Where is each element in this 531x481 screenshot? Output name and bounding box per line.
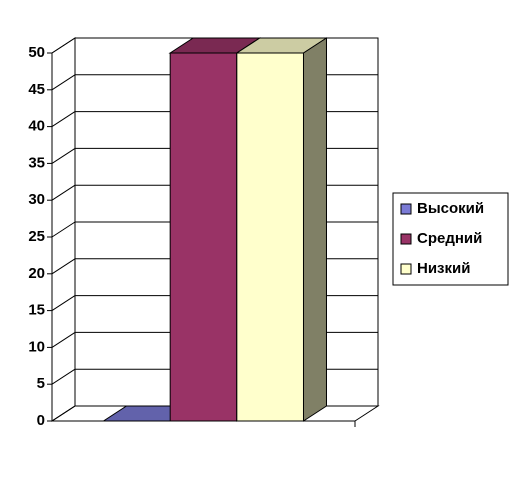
legend-label: Низкий xyxy=(417,260,470,277)
legend-label: Средний xyxy=(417,230,482,247)
y-tick-label: 25 xyxy=(28,228,45,245)
bar xyxy=(236,52,304,422)
y-tick-label: 40 xyxy=(28,118,45,135)
y-tick-label: 0 xyxy=(37,412,45,429)
grid-line xyxy=(51,147,76,164)
legend-swatch xyxy=(400,233,412,245)
grid-line xyxy=(51,258,76,275)
y-tick-label: 50 xyxy=(28,44,45,61)
legend-swatch xyxy=(400,263,412,275)
grid-line xyxy=(51,111,76,128)
y-tick-label: 5 xyxy=(37,375,45,392)
bar xyxy=(169,52,238,422)
grid-line xyxy=(51,331,76,348)
grid-line xyxy=(51,37,76,54)
grid-line xyxy=(51,184,76,201)
y-tick-label: 10 xyxy=(28,338,45,355)
grid-line xyxy=(51,405,76,422)
legend-swatch xyxy=(400,203,412,215)
bar-side xyxy=(302,37,327,422)
y-tick-label: 20 xyxy=(28,265,45,282)
y-tick-label: 45 xyxy=(28,81,45,98)
y-tick-label: 30 xyxy=(28,191,45,208)
grid-line xyxy=(51,221,76,238)
y-tick-label: 15 xyxy=(28,302,45,319)
legend-label: Высокий xyxy=(417,200,484,217)
grid-line xyxy=(51,368,76,385)
legend-box xyxy=(392,192,509,286)
y-tick-label: 35 xyxy=(28,154,45,171)
grid-line xyxy=(51,74,76,91)
grid-line xyxy=(51,295,76,312)
